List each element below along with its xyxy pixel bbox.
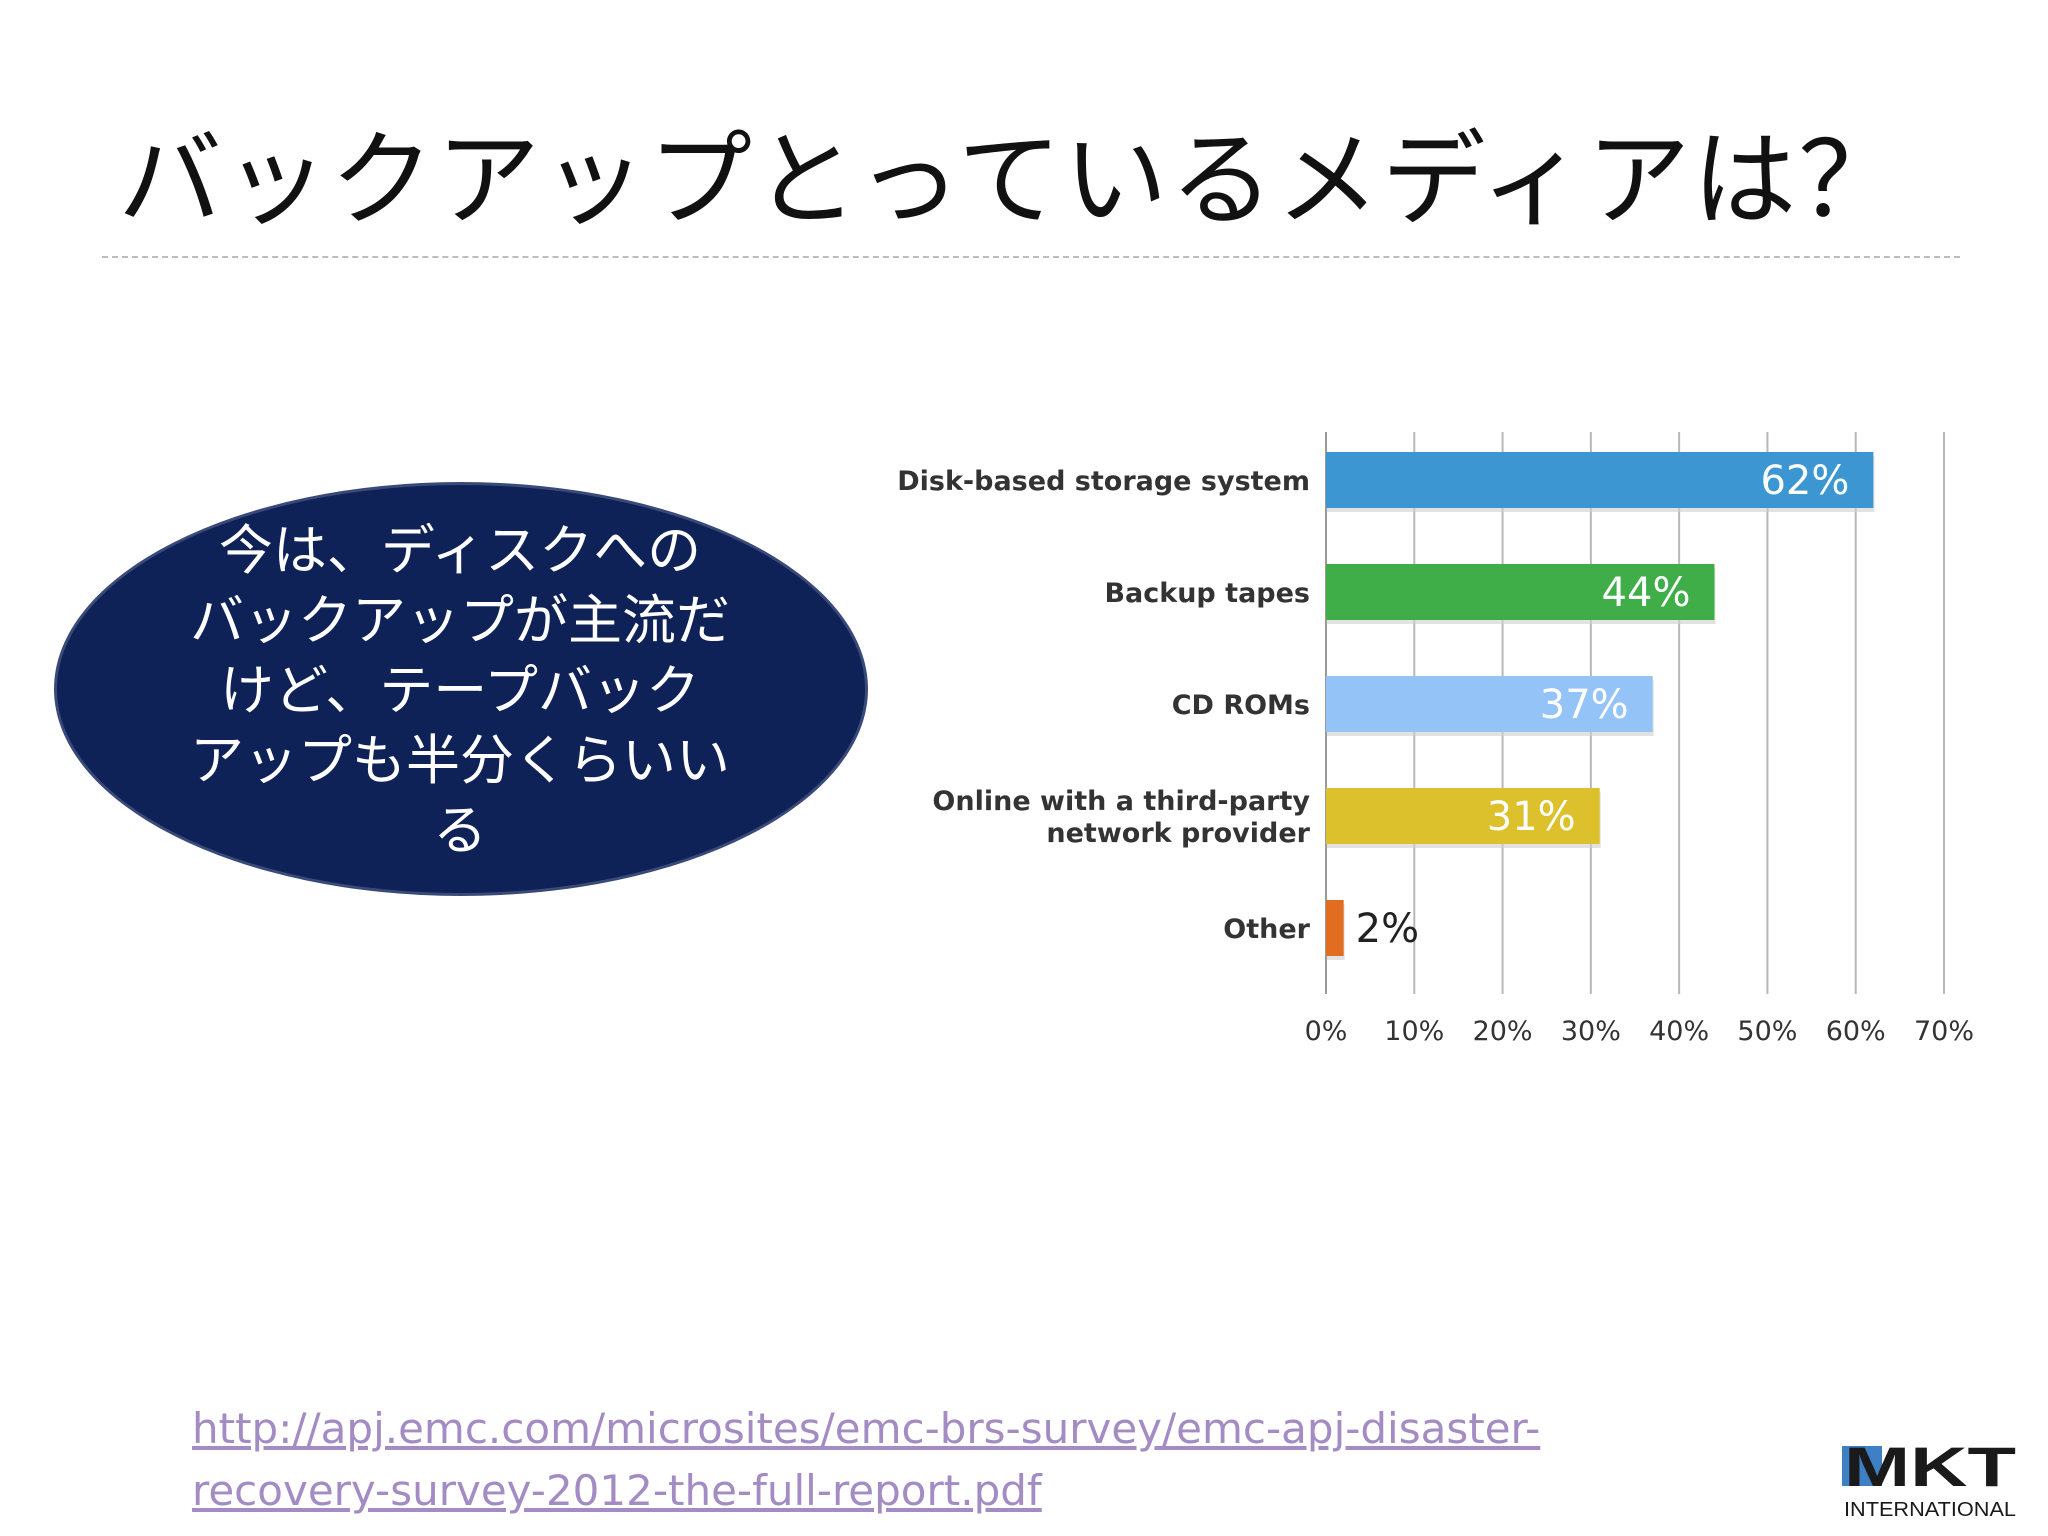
tick-label: 40%: [1649, 1016, 1709, 1047]
logo-mark: MKT: [1844, 1438, 2016, 1498]
tick-label: 30%: [1561, 1016, 1621, 1047]
bar: [1326, 452, 1874, 508]
source-link-line[interactable]: http://apj.emc.com/microsites/emc-brs-su…: [192, 1404, 1541, 1453]
logo-square: [1842, 1446, 1882, 1486]
bar: [1326, 564, 1715, 620]
category-label: Disk-based storage system: [897, 466, 1310, 497]
source-link[interactable]: http://apj.emc.com/microsites/emc-brs-su…: [192, 1398, 1540, 1522]
title-divider: [102, 256, 1960, 258]
tick-label: 70%: [1914, 1016, 1974, 1047]
tick-label: 10%: [1384, 1016, 1444, 1047]
category-label: Online with a third-party: [932, 786, 1310, 817]
data-label: 31%: [1487, 794, 1576, 840]
category-label: Backup tapes: [1104, 578, 1310, 609]
callout-line: アップも半分くらいい: [190, 729, 730, 792]
category-label: Other: [1223, 914, 1310, 945]
callout-text: 今は、ディスクへの バックアップが主流だ けど、テープバック アップも半分くらい…: [170, 516, 750, 866]
callout-line: る: [433, 799, 487, 862]
company-logo: MKT INTERNATIONAL: [1842, 1438, 2016, 1521]
bar: [1326, 676, 1653, 732]
source-link-line[interactable]: recovery-survey-2012-the-full-report.pdf: [192, 1466, 1042, 1515]
category-label: network provider: [1046, 818, 1310, 849]
data-label: 2%: [1356, 906, 1419, 952]
tick-label: 60%: [1826, 1016, 1886, 1047]
callout-line: バックアップが主流だ: [190, 589, 730, 652]
tick-label: 0%: [1305, 1016, 1348, 1047]
data-label: 62%: [1760, 458, 1849, 504]
category-label: CD ROMs: [1172, 690, 1310, 721]
bar-chart: 62% Disk-based storage system 44% Backup ta…: [897, 432, 1974, 1047]
data-label: 44%: [1602, 570, 1691, 616]
tick-label: 20%: [1473, 1016, 1533, 1047]
callout-line: 今は、ディスクへの: [218, 519, 702, 582]
logo-sub: INTERNATIONAL: [1844, 1499, 2016, 1521]
callout-ellipse: [54, 482, 868, 896]
tick-label: 50%: [1737, 1016, 1797, 1047]
bar: [1326, 900, 1344, 956]
callout-line: けど、テープバック: [219, 659, 701, 722]
slide-title: バックアップとっているメディアは？: [118, 119, 1905, 241]
bar: [1326, 788, 1600, 844]
data-label: 37%: [1540, 682, 1629, 728]
